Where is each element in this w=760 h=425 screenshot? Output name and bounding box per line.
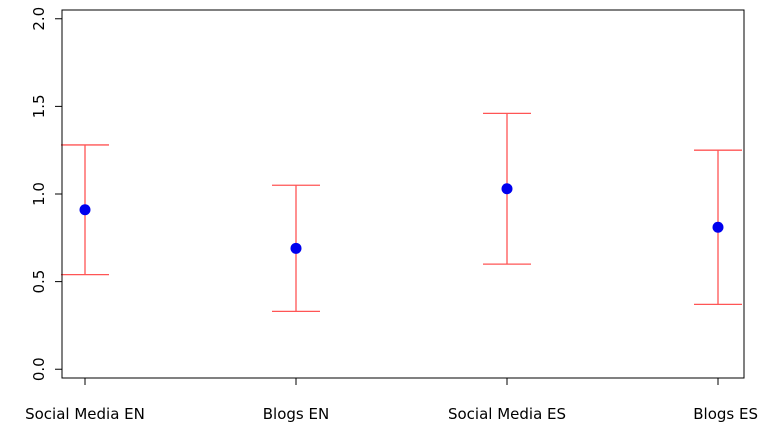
y-tick-label: 1.0 bbox=[30, 182, 48, 206]
data-point bbox=[290, 242, 302, 254]
points-layer bbox=[79, 183, 724, 254]
data-point bbox=[501, 183, 513, 195]
y-tick-label: 1.5 bbox=[30, 94, 48, 118]
x-axis: Social Media EN Blogs EN Social Media ES Bl… bbox=[25, 377, 758, 423]
data-point bbox=[79, 204, 91, 216]
x-tick-label: Social Media EN bbox=[25, 405, 145, 423]
x-tick-label: Blogs EN bbox=[263, 405, 329, 423]
y-tick-label: 2.0 bbox=[30, 7, 48, 31]
y-axis: 0.0 0.5 1.0 1.5 2.0 bbox=[30, 7, 63, 381]
error-bars-layer bbox=[61, 112, 742, 313]
data-point bbox=[712, 221, 724, 233]
plot-frame bbox=[61, 9, 745, 379]
y-tick-label: 0.0 bbox=[30, 357, 48, 381]
x-tick-label: Social Media ES bbox=[448, 405, 566, 423]
y-tick-label: 0.5 bbox=[30, 270, 48, 294]
x-tick-label: Blogs ES bbox=[693, 405, 758, 423]
